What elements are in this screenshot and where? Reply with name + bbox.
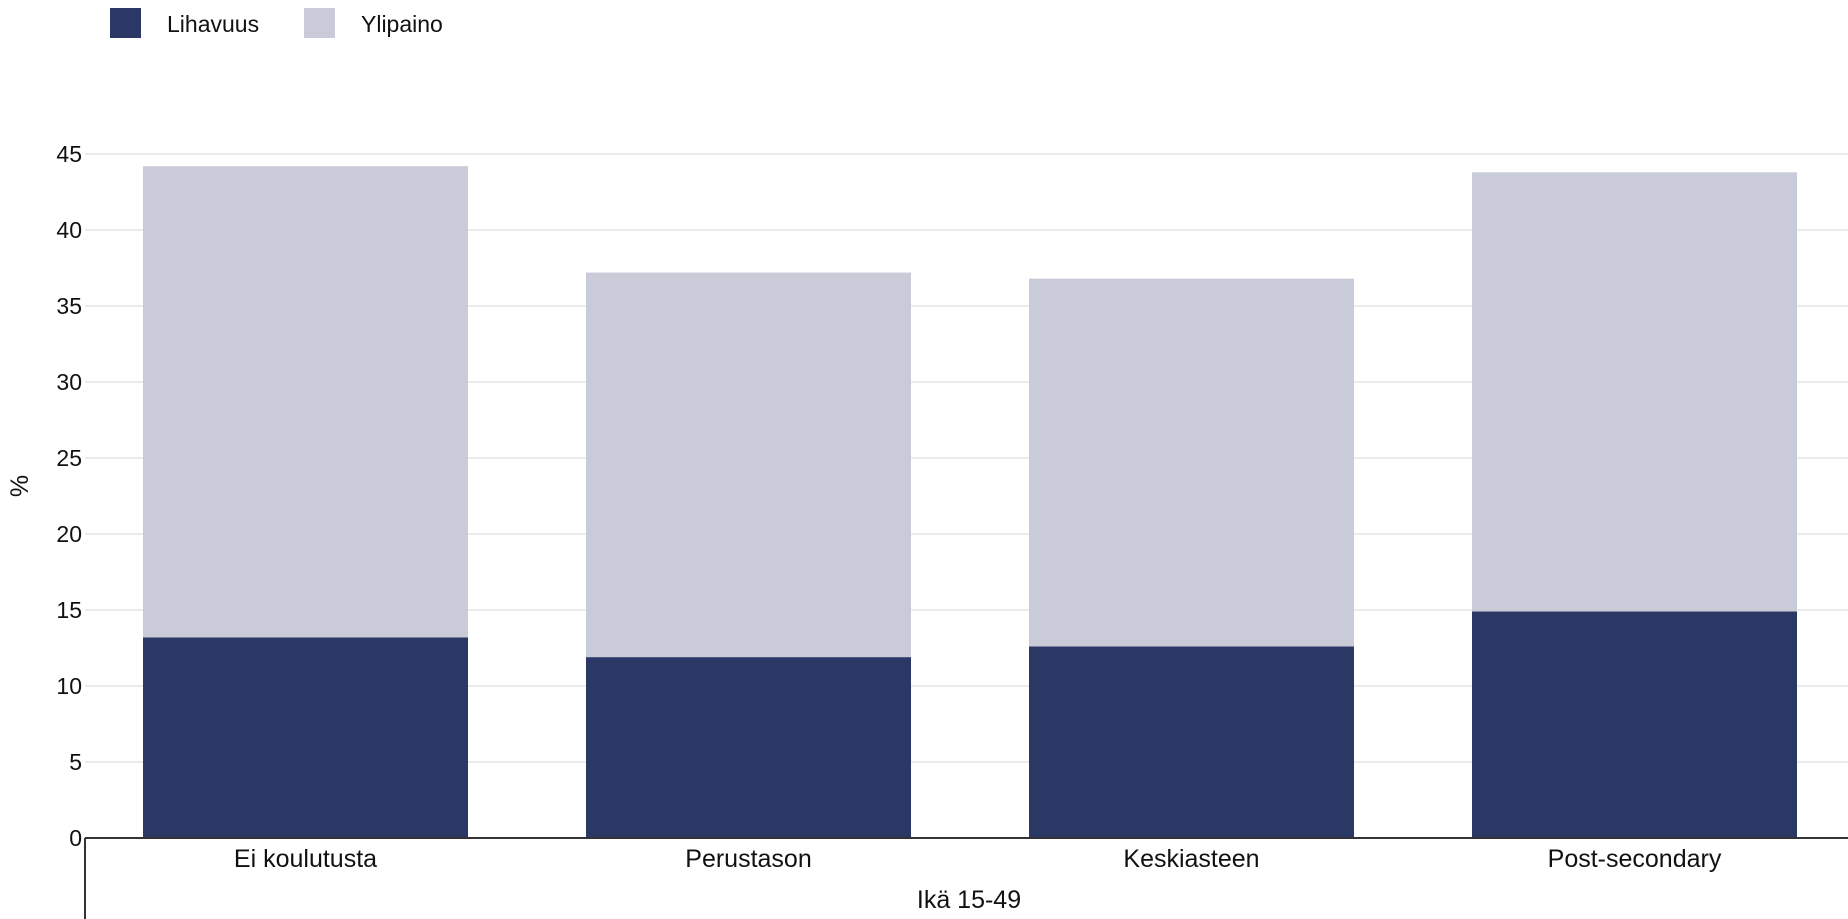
y-tick-label: 30 — [56, 369, 82, 395]
y-tick-label: 20 — [56, 521, 82, 547]
legend-item-ylipaino[interactable]: Ylipaino — [304, 8, 443, 38]
bar-ylipaino-1 — [586, 272, 911, 658]
legend: Lihavuus Ylipaino — [110, 8, 443, 38]
x-axis-ticks: Ei koulutusta Perustason Keskiasteen Post-s… — [234, 845, 1722, 873]
y-axis-label: % — [6, 475, 34, 497]
legend-swatch — [304, 8, 335, 38]
y-tick-label: 5 — [69, 749, 82, 775]
axes — [84, 837, 1848, 919]
x-tick-label: Ei koulutusta — [234, 845, 377, 873]
bar-ylipaino-2 — [1029, 278, 1354, 647]
bar-lihavuus-3 — [1472, 611, 1797, 838]
x-tick-label: Keskiasteen — [1123, 845, 1259, 873]
y-tick-label: 40 — [56, 217, 82, 243]
x-tick-label: Post-secondary — [1548, 845, 1722, 873]
y-tick-label: 0 — [69, 825, 82, 851]
x-tick-label: Perustason — [685, 845, 811, 873]
legend-swatch — [110, 8, 141, 38]
bar-lihavuus-0 — [143, 637, 468, 838]
bar-lihavuus-1 — [586, 657, 911, 838]
y-tick-label: 15 — [56, 597, 82, 623]
y-tick-label: 35 — [56, 293, 82, 319]
bars — [143, 166, 1797, 838]
bar-lihavuus-2 — [1029, 646, 1354, 838]
y-tick-label: 45 — [56, 141, 82, 167]
legend-item-lihavuus[interactable]: Lihavuus — [110, 8, 259, 38]
bar-ylipaino-3 — [1472, 172, 1797, 612]
bar-ylipaino-0 — [143, 166, 468, 638]
y-tick-label: 10 — [56, 673, 82, 699]
legend-label: Lihavuus — [167, 11, 259, 37]
x-axis-label: Ikä 15-49 — [917, 886, 1021, 914]
legend-label: Ylipaino — [361, 11, 443, 37]
y-tick-label: 25 — [56, 445, 82, 471]
y-axis-ticks: 0 5 10 15 20 25 30 35 40 45 — [56, 141, 82, 851]
